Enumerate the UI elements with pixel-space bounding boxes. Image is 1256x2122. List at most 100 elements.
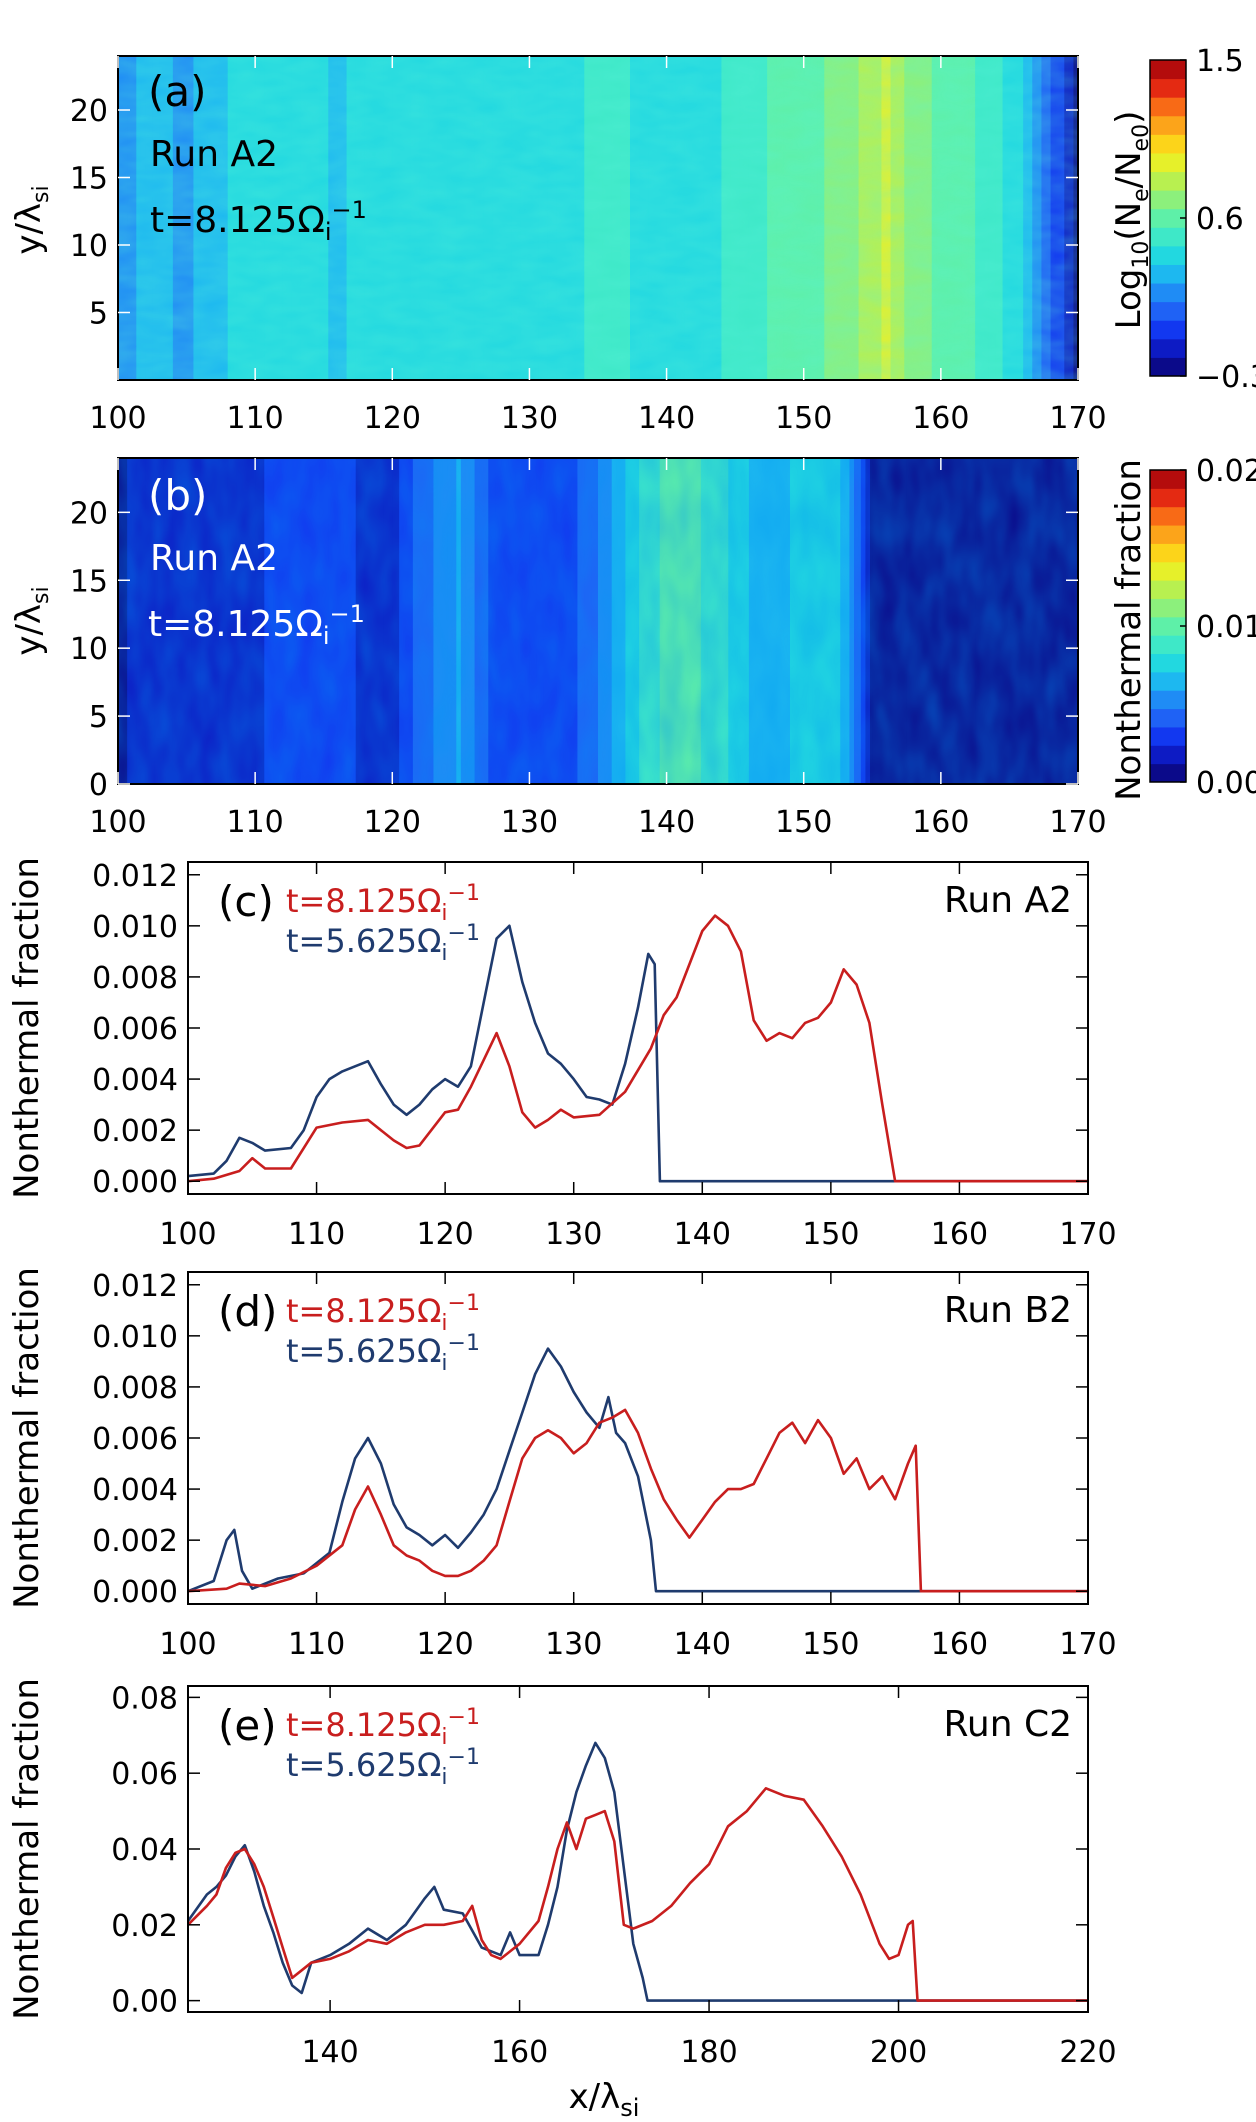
colorbar-swatch [1150,78,1186,98]
legend-entry: t=5.625Ωi−1 [286,1745,480,1790]
panel-label: (e) [218,1701,277,1750]
series-line [187,1347,1088,1593]
colorbar-swatch [1150,653,1186,673]
panel-b-label: (b) [148,471,207,520]
colorbar-tick-label: 0.01 [1196,610,1256,645]
x-tick-label: 100 [89,805,146,840]
colorbar-swatch [1150,357,1186,377]
legend-entry: t=5.625Ωi−1 [286,1331,480,1376]
y-tick-label: 0.010 [92,1320,178,1355]
x-tick-label: 140 [674,1627,731,1662]
x-tick-label: 110 [227,401,284,436]
x-tick-label: 200 [870,2035,927,2070]
y-tick-label: 0.000 [92,1575,178,1610]
x-axis-label: x/λsi [569,2077,640,2122]
y-tick-label: 0.006 [92,1012,178,1047]
colorbar-tick-label: 0.00 [1196,766,1256,801]
colorbar-tick-label: 0.02 [1196,454,1256,489]
colorbar-swatch [1150,245,1186,265]
x-tick-label: 110 [288,1217,345,1252]
y-tick-label: 0.008 [92,961,178,996]
colorbar-swatch [1150,190,1186,210]
x-tick-label: 160 [931,1217,988,1252]
y-tick-label: 20 [70,94,108,129]
colorbar-swatch [1150,561,1186,581]
colorbar-swatch [1150,580,1186,599]
x-tick-label: 150 [802,1627,859,1662]
panel-b-run: Run A2 [150,538,278,579]
colorbar-swatch [1150,338,1186,358]
panel-label: (c) [218,877,274,926]
x-tick-label: 170 [1059,1217,1116,1252]
colorbar-swatch [1150,208,1186,228]
series-line [186,1741,1088,2002]
colorbar-swatch [1150,745,1186,765]
y-tick-label: 0.002 [92,1114,178,1149]
panel-label: (d) [218,1287,277,1336]
x-tick-label: 180 [680,2035,737,2070]
panel-c-line-chart: 100 110 120 130 140 150 160 170 0.000 0.002 0.004 0… [7,857,1117,1252]
x-tick-label: 110 [288,1627,345,1662]
panel-a-colorbar-label: Log10(Ne/Ne0) [1109,111,1154,330]
panel-a-time: t=8.125Ωi−1 [150,196,367,246]
x-tick-label: 120 [364,401,421,436]
run-label: Run A2 [944,880,1072,921]
y-tick-label: 0.006 [92,1422,178,1457]
x-tick-label: 120 [364,805,421,840]
panel-b-colorbar-label: Nonthermal fraction [1109,459,1149,801]
colorbar-swatch [1150,708,1186,728]
colorbar-tick-label: 1.5 [1196,44,1244,79]
series-line [187,914,1088,1183]
colorbar-swatch [1150,227,1186,247]
y-tick-label: 15 [70,162,108,197]
heatmap-texture [118,56,1078,380]
panel-a-label: (a) [148,67,207,116]
y-tick-label: 0.002 [92,1524,178,1559]
y-tick-label: 0.012 [92,1269,178,1304]
y-axis-label: Nonthermal fraction [7,1267,47,1609]
panel-b-ylabel: y/λsi [9,586,54,655]
colorbar-swatch [1150,690,1186,710]
colorbar-tick-label: 0.6 [1196,202,1244,237]
x-tick-label: 110 [227,805,284,840]
x-tick-label: 120 [417,1217,474,1252]
x-tick-label: 150 [775,805,832,840]
y-tick-label: 0.004 [92,1063,178,1098]
colorbar-swatch [1150,264,1186,284]
heatmap-texture [118,458,1078,784]
x-tick-label: 150 [775,401,832,436]
legend-entry: t=5.625Ωi−1 [286,921,480,966]
panel-a-ylabel: y/λsi [9,185,54,254]
colorbar-swatch [1150,525,1186,544]
legend-entry: t=8.125Ωi−1 [286,1291,480,1336]
colorbar-swatch [1150,726,1186,746]
panel-b-frame [117,457,1079,785]
colorbar-swatch [1150,763,1186,783]
x-tick-label: 170 [1059,1627,1116,1662]
panel-e-line-chart: 140 160 180 200 220 0.00 0.02 0.04 0.06 0.08 (e) t=… [7,1678,1117,2070]
panel-a-colorbar: 1.5 0.6 −0.3 [1149,44,1256,395]
x-tick-label: 160 [931,1627,988,1662]
legend-entry: t=8.125Ωi−1 [286,1705,480,1750]
y-tick-label: 20 [70,496,108,531]
x-tick-label: 100 [159,1627,216,1662]
x-tick-label: 130 [501,805,558,840]
colorbar-swatch [1150,598,1186,618]
x-tick-label: 220 [1059,2035,1116,2070]
colorbar-swatch [1150,97,1186,117]
panel-b-nonthermal-map: 100 110 120 130 140 150 160 170 0 5 10 15 20 (b) Run… [9,454,1256,840]
colorbar-swatch [1150,283,1186,303]
panel-a-run: Run A2 [150,134,278,175]
colorbar-swatch [1150,488,1186,508]
colorbar-swatch [1150,506,1186,526]
y-tick-label: 0.08 [111,1681,178,1716]
run-label: Run C2 [943,1704,1072,1745]
x-tick-label: 120 [417,1627,474,1662]
y-tick-label: 0.010 [92,910,178,945]
x-tick-label: 130 [545,1217,602,1252]
y-tick-label: 0.012 [92,859,178,894]
x-tick-label: 140 [638,805,695,840]
x-tick-label: 160 [912,805,969,840]
colorbar-swatch [1150,470,1186,489]
